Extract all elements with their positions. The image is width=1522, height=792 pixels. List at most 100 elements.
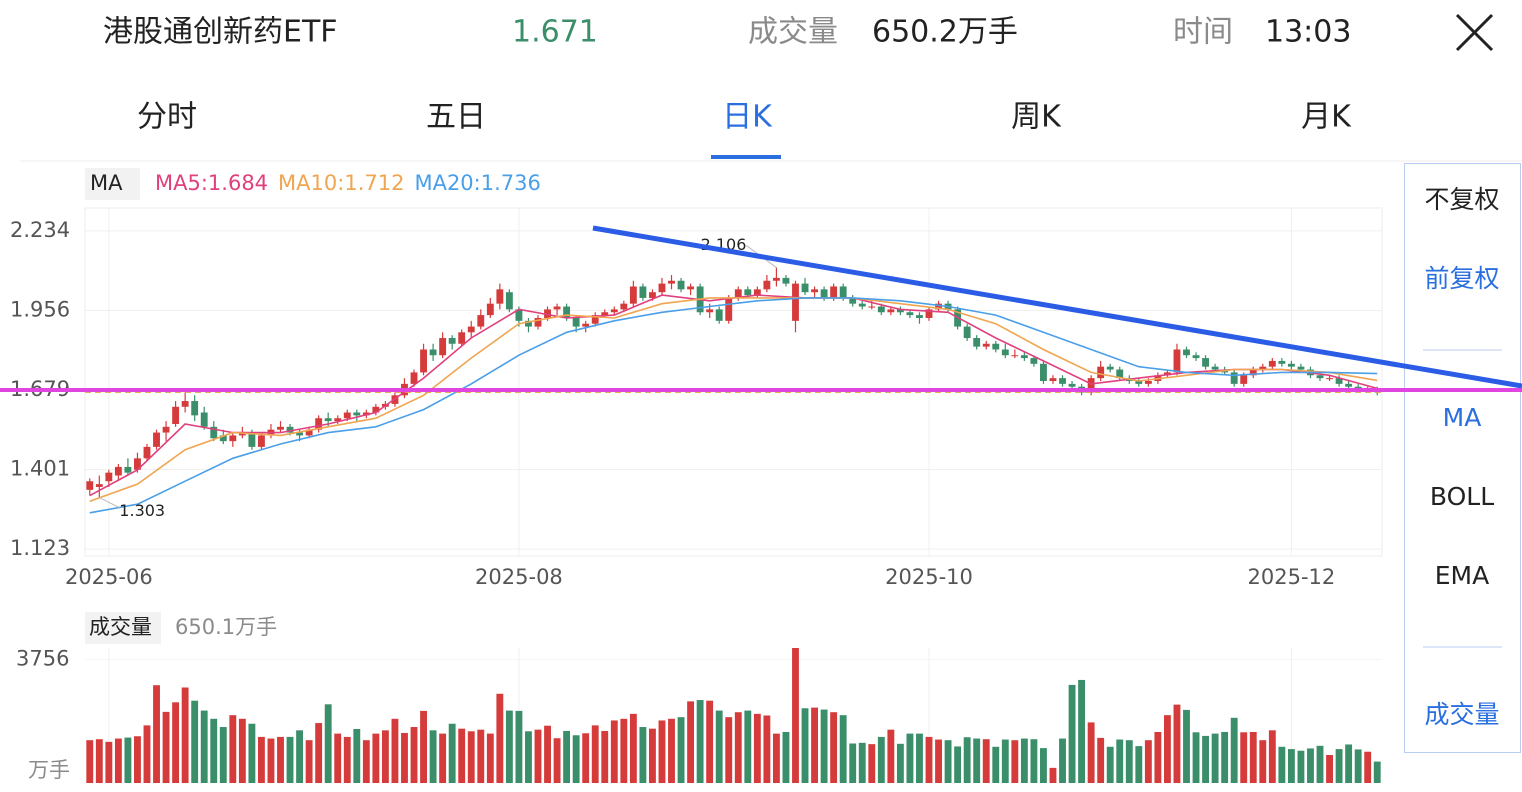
volume-bar — [1307, 748, 1314, 783]
volume-bar — [1345, 744, 1353, 783]
volume-bar — [1173, 704, 1181, 783]
side-item[interactable]: 不复权 — [1424, 185, 1499, 214]
volume-bar — [296, 730, 304, 783]
volume-bar — [744, 710, 752, 783]
candle-body — [1316, 375, 1324, 379]
volume-bar — [219, 727, 227, 783]
candle-body — [534, 317, 542, 327]
candle-body — [181, 401, 189, 407]
candle-body — [668, 280, 675, 284]
volume-title-box — [85, 612, 161, 644]
candle-body — [1268, 360, 1276, 367]
candle-body — [649, 292, 656, 298]
volume-bar — [420, 710, 427, 783]
volume-bar — [563, 730, 571, 783]
candle-body — [1326, 378, 1333, 380]
volume-bar — [467, 731, 475, 783]
candle-body — [200, 412, 208, 427]
side-item[interactable]: 成交量 — [1424, 700, 1499, 729]
volume-bar — [229, 715, 237, 783]
x-tick-label: 2025-08 — [475, 565, 563, 589]
volume-bar — [105, 741, 113, 783]
volume-bar — [362, 740, 370, 783]
candle-body — [982, 343, 990, 347]
x-tick-label: 2025-12 — [1248, 565, 1336, 589]
candle-body — [277, 426, 284, 430]
legend-title: MA — [90, 171, 123, 195]
volume-bar — [381, 730, 389, 783]
candle-body — [601, 312, 609, 316]
candle-body — [820, 289, 828, 298]
volume-bar — [1097, 737, 1105, 783]
volume-bar — [1268, 730, 1276, 783]
volume-bar — [372, 733, 380, 783]
candle-body — [210, 426, 218, 439]
tab[interactable]: 周K — [1011, 100, 1062, 135]
candle-body — [544, 309, 551, 318]
volume-bar — [1230, 717, 1238, 783]
candle-body — [849, 297, 857, 304]
candle-body — [610, 309, 618, 313]
volume-bar — [820, 709, 828, 783]
volume-bar — [649, 728, 656, 783]
candle-body — [429, 349, 437, 356]
volume-title: 成交量 — [89, 615, 152, 639]
volume-bar — [191, 700, 199, 783]
close-button[interactable] — [1455, 13, 1494, 52]
trend-line — [592, 225, 1522, 389]
volume-bar — [887, 729, 895, 783]
legend-entry: MA20:1.736 — [414, 171, 540, 195]
x-tick-label: 2025-10 — [885, 565, 973, 589]
volume-bar — [143, 725, 151, 783]
candle-body — [1259, 366, 1267, 370]
volume-bar — [134, 736, 141, 783]
volume-bar — [1221, 731, 1229, 783]
candle-body — [1116, 369, 1124, 379]
candle-body — [935, 303, 942, 310]
tab[interactable]: 月K — [1301, 100, 1352, 135]
candle-body — [305, 429, 313, 436]
candle-body — [324, 418, 332, 422]
volume-bar — [124, 737, 132, 783]
volume-bar — [439, 733, 447, 783]
candle-body — [153, 432, 160, 447]
volume-bar — [725, 717, 733, 783]
volume-bar — [591, 725, 599, 783]
candle-body — [591, 315, 599, 324]
tab-active[interactable]: 日K — [722, 100, 773, 135]
candle-body — [505, 292, 513, 310]
volume-bar — [620, 718, 628, 783]
candle-body — [1135, 380, 1143, 384]
candle-body — [496, 289, 504, 304]
candle-body — [1297, 366, 1305, 370]
candle-body — [105, 472, 113, 482]
side-item[interactable]: EMA — [1435, 561, 1489, 590]
tab[interactable]: 五日 — [426, 100, 486, 135]
price: 1.671 — [512, 15, 598, 50]
volume-label: 成交量 — [748, 15, 838, 50]
candle-body — [1211, 366, 1219, 370]
candle-body — [1020, 355, 1028, 359]
candle-body — [782, 277, 790, 284]
candle-body — [1202, 358, 1210, 367]
side-item[interactable]: BOLL — [1430, 482, 1494, 511]
plot-layer: 1.1231.4011.6791.9562.2342025-062025-082… — [10, 171, 1383, 783]
volume-bar — [305, 740, 313, 783]
tab[interactable]: 分时 — [137, 100, 197, 135]
candle-body — [467, 326, 475, 333]
candle-body — [191, 401, 199, 416]
candle-body — [1230, 372, 1238, 384]
candle-body — [286, 426, 294, 433]
side-panel — [1404, 163, 1521, 753]
side-item[interactable]: MA — [1443, 403, 1482, 432]
candle-body — [172, 406, 180, 424]
volume-bar — [486, 733, 494, 783]
side-item[interactable]: 前复权 — [1424, 264, 1499, 293]
candle-body — [229, 435, 237, 442]
candle-body — [715, 309, 723, 321]
candle-body — [257, 435, 265, 447]
candle-body — [687, 286, 695, 290]
candle-body — [992, 343, 1000, 350]
time-value: 13:03 — [1265, 15, 1351, 50]
